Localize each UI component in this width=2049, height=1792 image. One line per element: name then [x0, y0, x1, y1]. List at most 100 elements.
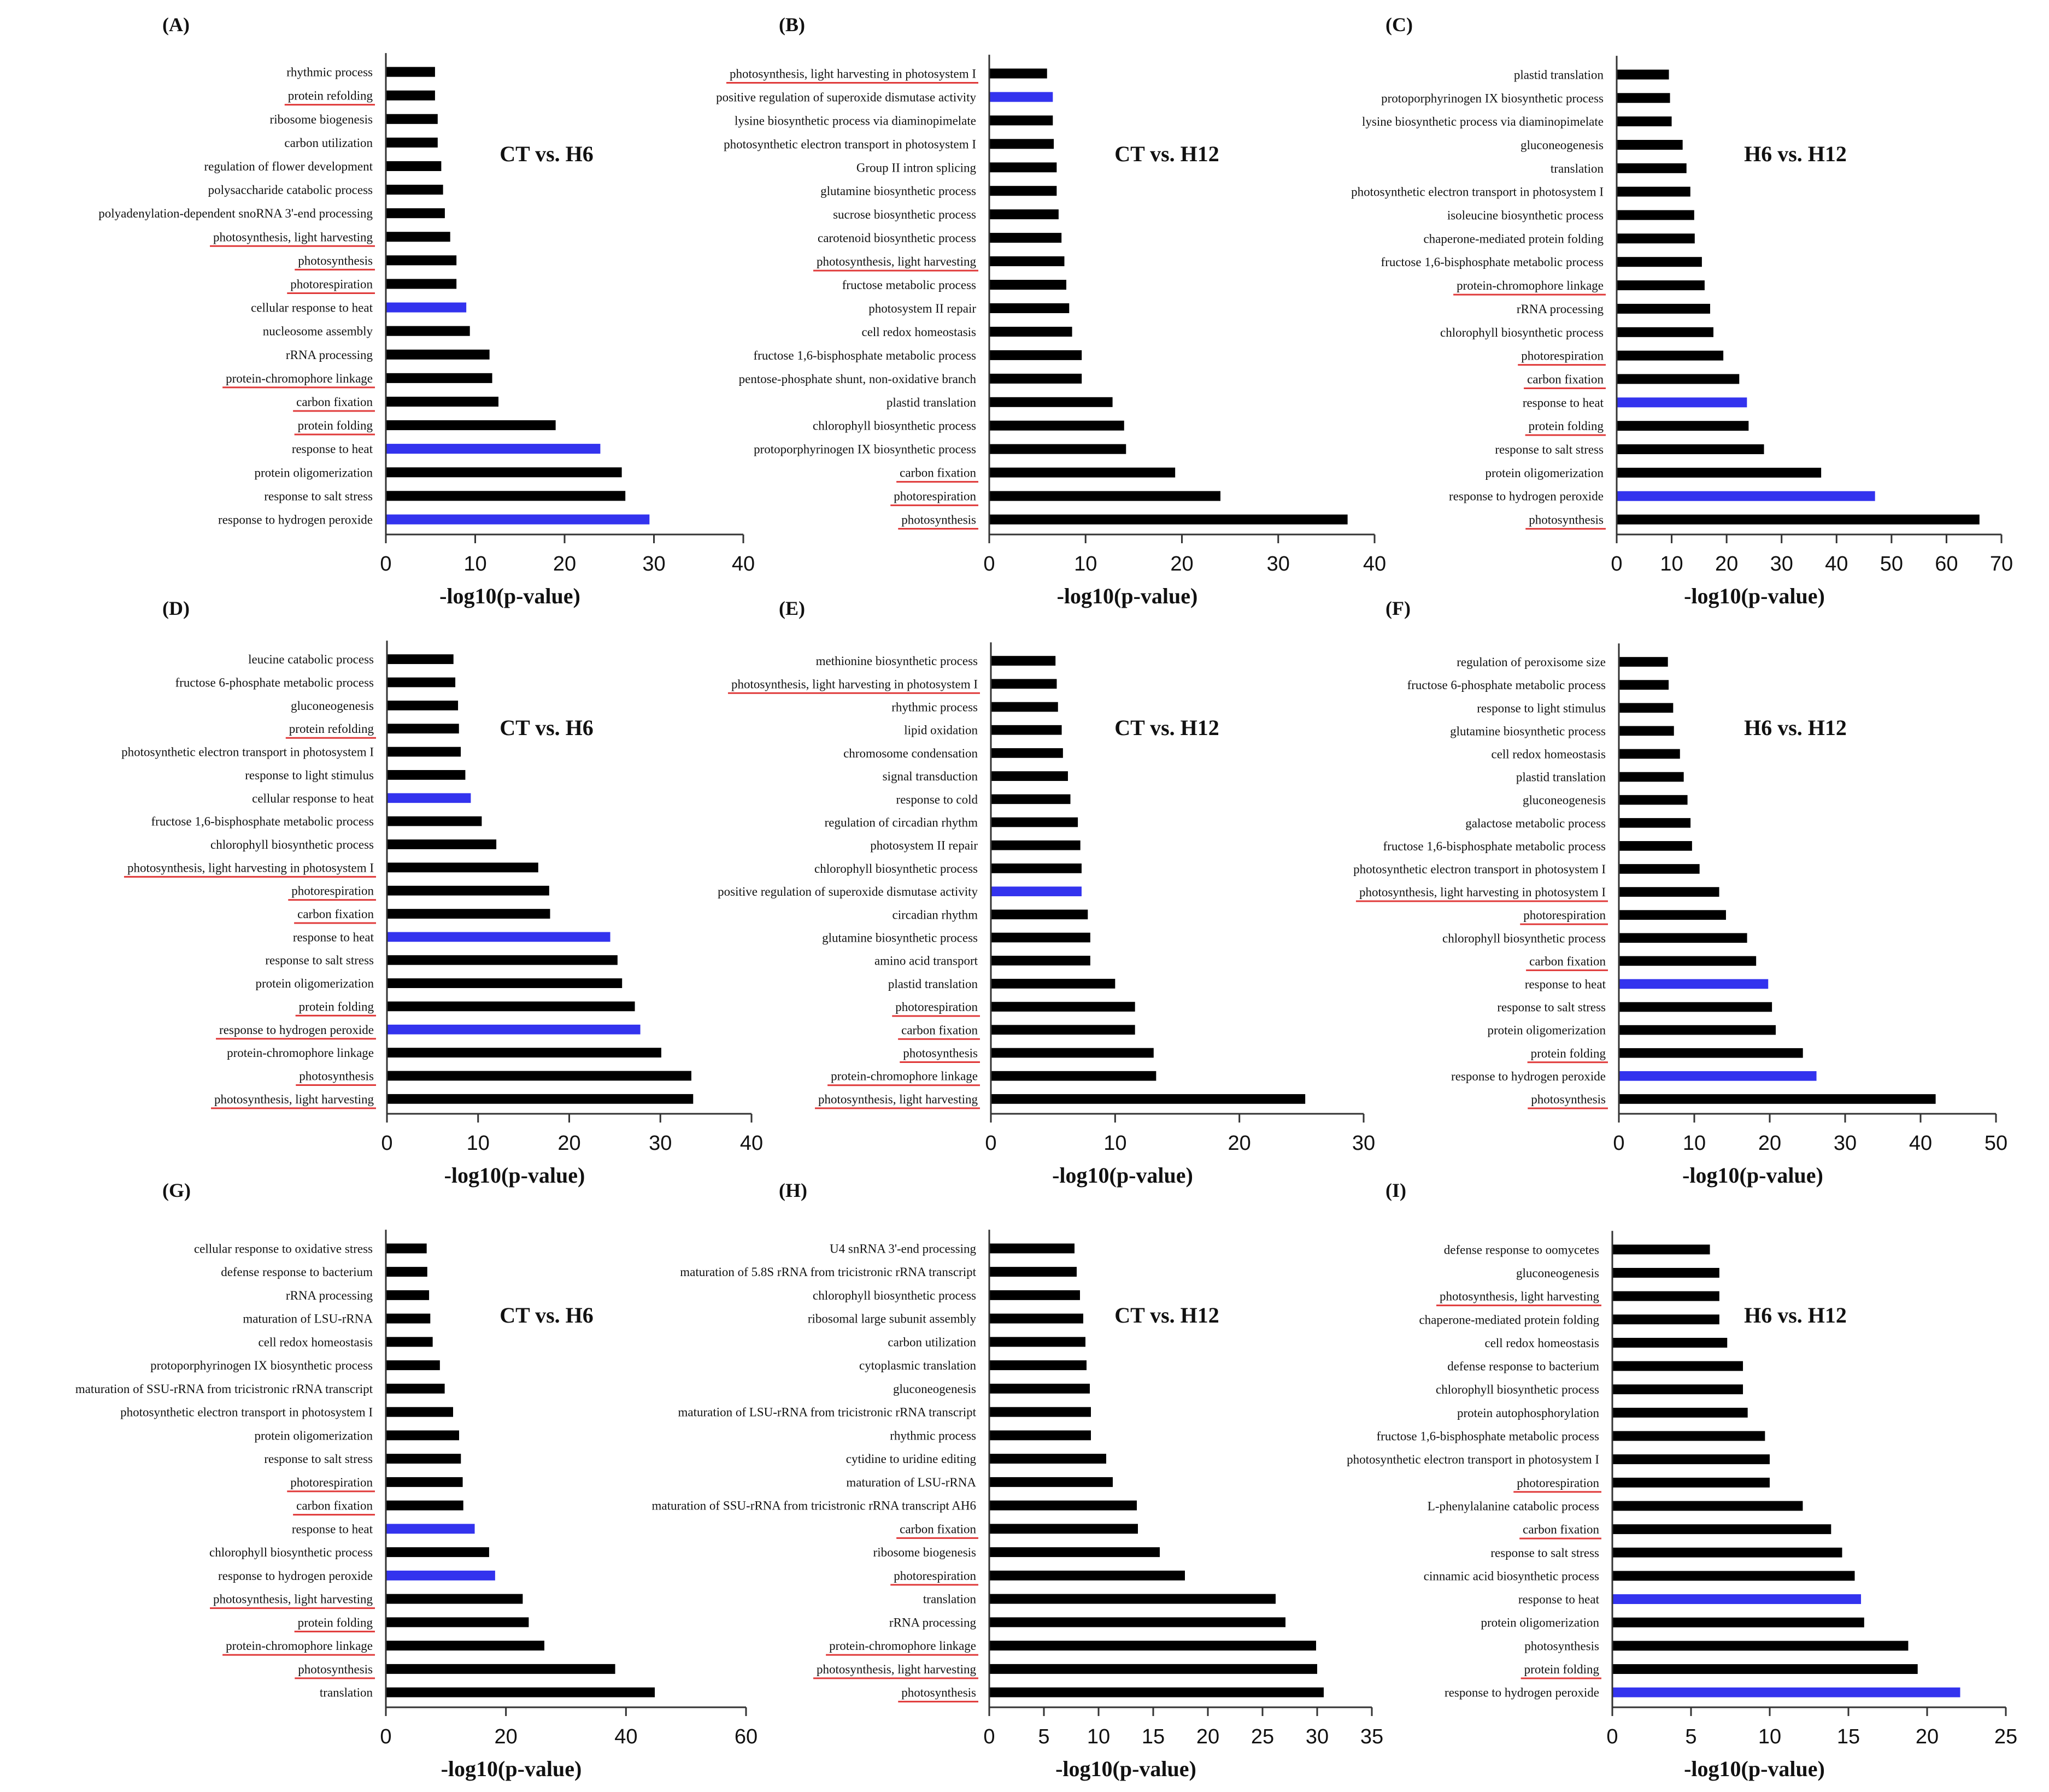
category-label: ribosomal large subunit assembly [808, 1312, 977, 1326]
x-tick-label: 10 [1103, 1132, 1126, 1155]
category-label: glutamine biosynthetic process [1450, 724, 1606, 738]
category-label: response to cold [896, 792, 978, 806]
category-label: photosynthesis [901, 1686, 976, 1700]
bar [386, 279, 457, 289]
bar [1619, 1025, 1776, 1035]
category-label: photosynthesis, light harvesting in phot… [730, 67, 976, 80]
category-label: photosynthesis [1531, 1092, 1606, 1106]
x-tick-label: 0 [1613, 1132, 1624, 1155]
bar [989, 1313, 1083, 1324]
category-label: response to light stimulus [245, 768, 374, 782]
bar [989, 397, 1113, 407]
category-label: chaperone-mediated protein folding [1423, 232, 1604, 245]
x-axis-label: -log10(p-value) [1682, 1163, 1823, 1188]
bar [386, 1243, 427, 1254]
bar [989, 1407, 1091, 1417]
category-label: methionine biosynthetic process [816, 654, 978, 668]
chart-panel: (G) CT vs. H6 cellular response to oxidati… [75, 1179, 758, 1781]
x-axis-label: -log10(p-value) [444, 1163, 585, 1188]
bar [1612, 1454, 1770, 1465]
panel-label: (C) [1385, 14, 1413, 36]
comparison-title: CT vs. H6 [500, 715, 594, 740]
bar [989, 1290, 1080, 1300]
x-axis-label: -log10(p-value) [1684, 1756, 1825, 1781]
bar [387, 839, 497, 849]
category-label: protein-chromophore linkage [831, 1070, 978, 1083]
x-tick-label: 0 [1611, 553, 1622, 575]
bar [1612, 1664, 1918, 1674]
x-tick-label: 10 [467, 1132, 490, 1155]
bar [1617, 69, 1669, 80]
chart-panel: (I) H6 vs. H12 defense response to oomycet… [1347, 1179, 2017, 1781]
bar-highlighted [387, 1024, 641, 1035]
x-tick-label: 0 [380, 1725, 391, 1748]
category-label: photosynthesis, light harvesting [214, 1092, 374, 1106]
category-label: L-phenylalanine catabolic process [1428, 1499, 1599, 1513]
category-label: polyadenylation-dependent snoRNA 3'-end … [98, 207, 373, 220]
bar [1619, 1002, 1772, 1012]
category-label: protein folding [298, 419, 373, 432]
bar [386, 326, 470, 336]
bar [989, 1617, 1285, 1628]
category-label: protein oligomerization [1485, 466, 1604, 480]
bar [1617, 444, 1764, 455]
category-label: carbon fixation [1523, 1523, 1599, 1536]
category-label: response to heat [1525, 977, 1606, 991]
bar [989, 1477, 1113, 1487]
bar [1612, 1244, 1710, 1255]
bar [1619, 795, 1688, 805]
category-label: rRNA processing [1517, 302, 1604, 316]
category-label: carbon fixation [297, 907, 374, 921]
panel-label: (H) [779, 1179, 807, 1201]
chart-panel: (H) CT vs. H12 U4 snRNA 3'-end processing m… [652, 1179, 1384, 1781]
chart-panel: (B) CT vs. H12 photosynthesis, light harve… [716, 14, 1386, 608]
category-label: nucleosome assembly [263, 325, 373, 338]
category-label: carbon fixation [900, 1522, 976, 1536]
bar [989, 68, 1047, 79]
bar [387, 1094, 694, 1104]
x-tick-label: 10 [1660, 553, 1683, 575]
bar [1619, 956, 1757, 966]
bar [386, 1687, 655, 1697]
bar [387, 1048, 661, 1058]
bar [1617, 210, 1694, 220]
bar [989, 115, 1053, 126]
bar [1617, 257, 1702, 267]
chart-panel: (A) CT vs. H6 rhythmic process protein refo… [98, 14, 755, 608]
bar [1612, 1617, 1864, 1628]
category-label: carbon fixation [296, 1499, 373, 1513]
category-label: fructose 1,6-bisphosphate metabolic proc… [1377, 1430, 1600, 1443]
x-tick-label: 20 [1758, 1132, 1781, 1155]
bar [386, 1337, 433, 1347]
category-label: protein refolding [289, 722, 374, 736]
category-label: photosynthesis, light harvesting [817, 1662, 976, 1676]
x-tick-label: 40 [732, 553, 755, 575]
category-label: fructose 6-phosphate metabolic process [1407, 678, 1606, 692]
bar [1612, 1407, 1748, 1418]
category-label: rhythmic process [890, 1429, 976, 1442]
panel-label: (D) [162, 597, 190, 619]
x-tick-label: 40 [1909, 1132, 1932, 1155]
bar [387, 770, 466, 780]
bar [991, 1094, 1306, 1104]
bar [991, 1025, 1135, 1035]
category-label: photosynthesis [298, 1662, 373, 1676]
bar [991, 1048, 1154, 1058]
category-label: carbon utilization [888, 1335, 976, 1349]
category-label: protein oligomerization [254, 466, 373, 479]
category-label: photosynthesis [1529, 513, 1604, 527]
bar [991, 955, 1090, 966]
category-label: response to heat [293, 930, 374, 944]
comparison-title: CT vs. H6 [500, 1303, 594, 1327]
category-label: carotenoid biosynthetic process [818, 231, 976, 245]
x-tick-label: 25 [1994, 1725, 2017, 1748]
category-label: cell redox homeostasis [258, 1335, 373, 1349]
bar [387, 885, 549, 896]
bar [1617, 93, 1670, 103]
category-label: lipid oxidation [904, 724, 978, 737]
bar [991, 794, 1071, 804]
category-label: protein folding [298, 1615, 373, 1629]
bar [386, 349, 490, 360]
x-tick-label: 20 [1715, 553, 1738, 575]
category-label: protein oligomerization [1481, 1616, 1599, 1630]
